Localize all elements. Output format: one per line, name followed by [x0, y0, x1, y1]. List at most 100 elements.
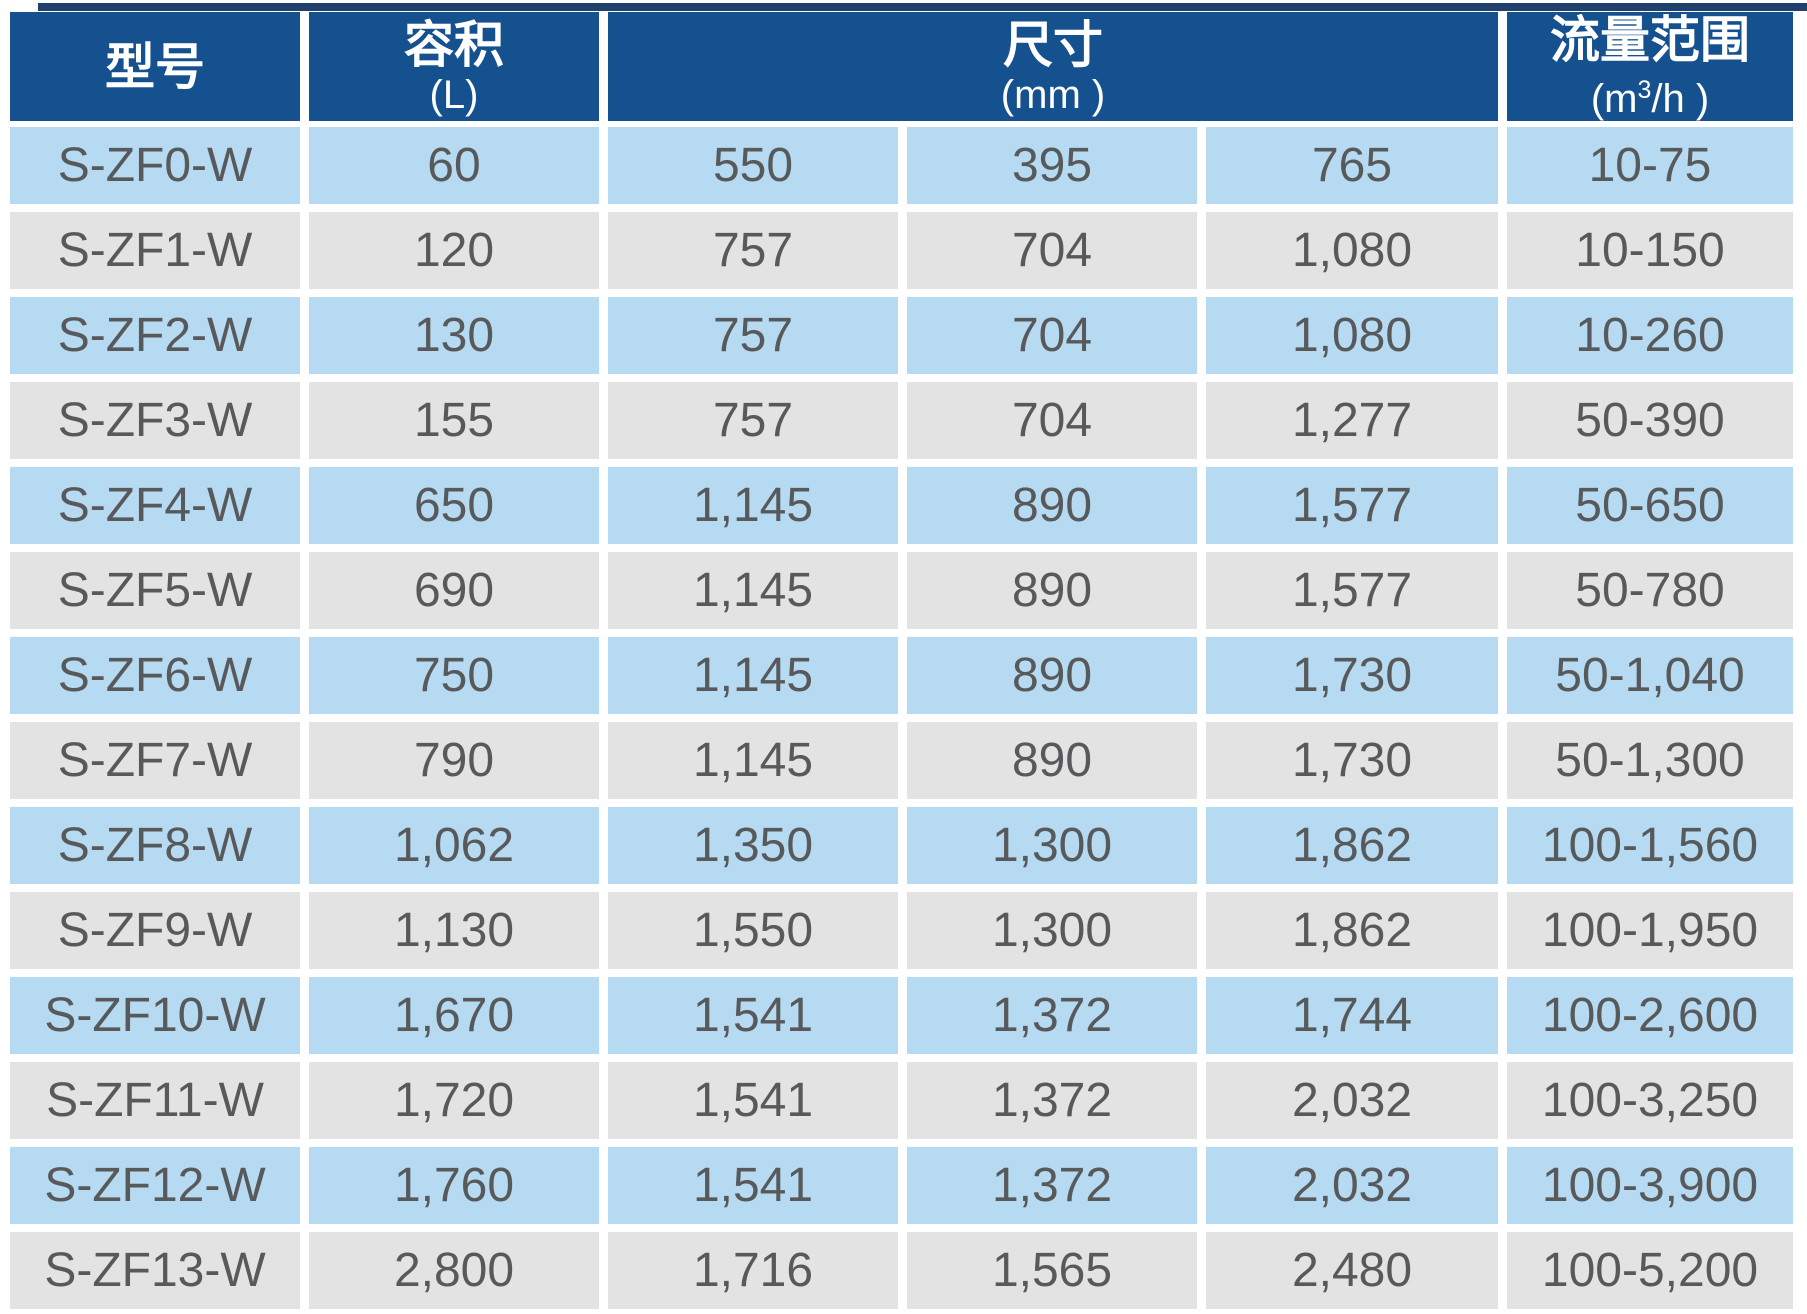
- flow-unit-superscript: 3: [1637, 76, 1652, 104]
- product-spec-table: 型号 容积 (L) 尺寸 (mm ) 流量范围 (m3/h ) S-ZF0-W …: [10, 12, 1793, 1309]
- cell-dim1: 1,350: [608, 807, 898, 884]
- table-header-row: 型号 容积 (L) 尺寸 (mm ) 流量范围 (m3/h ): [10, 12, 1793, 121]
- cell-flow: 50-780: [1507, 552, 1793, 629]
- top-border-line: [38, 3, 1807, 11]
- cell-dim3: 1,862: [1206, 807, 1498, 884]
- cell-flow: 100-1,950: [1507, 892, 1793, 969]
- cell-dim2: 395: [907, 127, 1197, 204]
- cell-dim1: 1,550: [608, 892, 898, 969]
- cell-flow: 10-260: [1507, 297, 1793, 374]
- cell-volume: 690: [309, 552, 599, 629]
- cell-dim3: 1,730: [1206, 637, 1498, 714]
- cell-dim1: 757: [608, 297, 898, 374]
- cell-dim2: 890: [907, 722, 1197, 799]
- cell-dim1: 1,716: [608, 1232, 898, 1309]
- cell-model: S-ZF9-W: [10, 892, 300, 969]
- cell-volume: 155: [309, 382, 599, 459]
- cell-dim2: 704: [907, 212, 1197, 289]
- cell-model: S-ZF0-W: [10, 127, 300, 204]
- header-size: 尺寸 (mm ): [608, 12, 1498, 121]
- cell-dim2: 1,372: [907, 1062, 1197, 1139]
- cell-volume: 130: [309, 297, 599, 374]
- cell-model: S-ZF4-W: [10, 467, 300, 544]
- cell-flow: 100-3,900: [1507, 1147, 1793, 1224]
- cell-dim2: 1,300: [907, 807, 1197, 884]
- cell-dim1: 1,541: [608, 1062, 898, 1139]
- cell-dim3: 1,277: [1206, 382, 1498, 459]
- cell-volume: 1,130: [309, 892, 599, 969]
- cell-flow: 50-650: [1507, 467, 1793, 544]
- cell-volume: 1,760: [309, 1147, 599, 1224]
- cell-volume: 1,670: [309, 977, 599, 1054]
- header-size-unit: (mm ): [1000, 72, 1106, 117]
- cell-dim3: 2,032: [1206, 1062, 1498, 1139]
- cell-dim1: 1,145: [608, 467, 898, 544]
- cell-flow: 100-3,250: [1507, 1062, 1793, 1139]
- cell-dim3: 1,577: [1206, 467, 1498, 544]
- cell-flow: 50-1,040: [1507, 637, 1793, 714]
- header-size-title: 尺寸: [1003, 16, 1103, 73]
- cell-flow: 50-390: [1507, 382, 1793, 459]
- cell-volume: 790: [309, 722, 599, 799]
- cell-volume: 2,800: [309, 1232, 599, 1309]
- cell-model: S-ZF2-W: [10, 297, 300, 374]
- header-volume-title: 容积: [404, 16, 504, 73]
- cell-dim2: 1,372: [907, 1147, 1197, 1224]
- cell-dim2: 1,300: [907, 892, 1197, 969]
- cell-model: S-ZF1-W: [10, 212, 300, 289]
- cell-dim2: 890: [907, 637, 1197, 714]
- cell-volume: 650: [309, 467, 599, 544]
- cell-model: S-ZF10-W: [10, 977, 300, 1054]
- cell-dim3: 1,080: [1206, 212, 1498, 289]
- cell-model: S-ZF7-W: [10, 722, 300, 799]
- cell-dim3: 1,730: [1206, 722, 1498, 799]
- cell-dim1: 1,541: [608, 1147, 898, 1224]
- cell-flow: 100-1,560: [1507, 807, 1793, 884]
- table-body: S-ZF0-W 60 550 395 765 10-75 S-ZF1-W 120…: [10, 127, 1793, 1309]
- cell-model: S-ZF13-W: [10, 1232, 300, 1309]
- cell-volume: 60: [309, 127, 599, 204]
- cell-dim2: 1,372: [907, 977, 1197, 1054]
- cell-model: S-ZF5-W: [10, 552, 300, 629]
- cell-model: S-ZF6-W: [10, 637, 300, 714]
- cell-dim3: 2,480: [1206, 1232, 1498, 1309]
- cell-dim3: 1,577: [1206, 552, 1498, 629]
- cell-flow: 100-5,200: [1507, 1232, 1793, 1309]
- cell-dim1: 550: [608, 127, 898, 204]
- cell-volume: 1,720: [309, 1062, 599, 1139]
- header-model: 型号: [10, 12, 300, 121]
- header-volume-unit: (L): [429, 72, 479, 117]
- cell-dim3: 2,032: [1206, 1147, 1498, 1224]
- header-model-title: 型号: [105, 38, 205, 95]
- cell-model: S-ZF12-W: [10, 1147, 300, 1224]
- cell-dim1: 1,145: [608, 722, 898, 799]
- header-flow-unit: (m3/h ): [1591, 68, 1709, 121]
- cell-dim3: 1,862: [1206, 892, 1498, 969]
- cell-model: S-ZF11-W: [10, 1062, 300, 1139]
- cell-dim1: 1,541: [608, 977, 898, 1054]
- flow-unit-post: /h ): [1651, 77, 1710, 121]
- cell-flow: 10-75: [1507, 127, 1793, 204]
- cell-dim1: 1,145: [608, 552, 898, 629]
- cell-dim1: 757: [608, 212, 898, 289]
- flow-unit-pre: (m: [1590, 77, 1638, 121]
- cell-dim3: 765: [1206, 127, 1498, 204]
- cell-flow: 100-2,600: [1507, 977, 1793, 1054]
- cell-dim2: 1,565: [907, 1232, 1197, 1309]
- cell-dim2: 890: [907, 552, 1197, 629]
- cell-model: S-ZF3-W: [10, 382, 300, 459]
- header-flow: 流量范围 (m3/h ): [1507, 12, 1793, 121]
- cell-dim2: 704: [907, 382, 1197, 459]
- cell-model: S-ZF8-W: [10, 807, 300, 884]
- cell-volume: 750: [309, 637, 599, 714]
- cell-dim1: 757: [608, 382, 898, 459]
- cell-volume: 1,062: [309, 807, 599, 884]
- cell-flow: 50-1,300: [1507, 722, 1793, 799]
- cell-flow: 10-150: [1507, 212, 1793, 289]
- cell-dim2: 890: [907, 467, 1197, 544]
- cell-dim2: 704: [907, 297, 1197, 374]
- header-volume: 容积 (L): [309, 12, 599, 121]
- cell-dim3: 1,744: [1206, 977, 1498, 1054]
- cell-volume: 120: [309, 212, 599, 289]
